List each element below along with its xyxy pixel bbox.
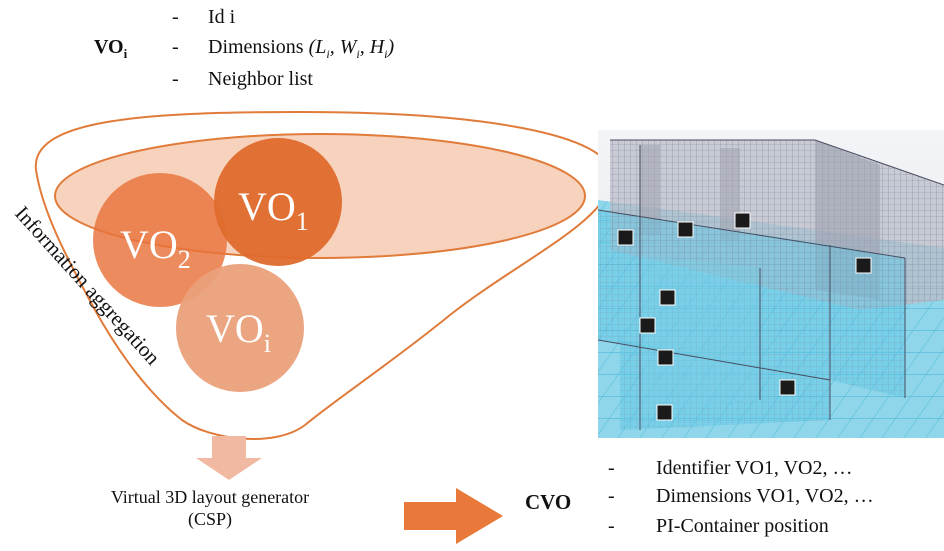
- circle-voi: [176, 264, 304, 392]
- circle-vo1: [214, 138, 342, 266]
- down-arrow: [196, 436, 262, 480]
- circle-vo2-label: VO2: [120, 222, 191, 274]
- circle-vo1-label: VO1: [238, 184, 309, 236]
- generator-title: Virtual 3D layout generator: [110, 487, 310, 507]
- vo-i-label: VOi: [94, 36, 128, 61]
- vo-item-neighbor-list: - Neighbor list: [172, 68, 313, 90]
- funnel-outline: [34, 110, 614, 440]
- vo-attribute-list: - Id i - Dimensions (Li, Wi, Hi) - Neigh…: [172, 6, 502, 98]
- vo-item-id: - Id i: [172, 6, 236, 28]
- generator-subtitle: (CSP): [187, 509, 232, 529]
- circle-voi-label: VOi: [206, 306, 271, 358]
- cvo-item-identifier: - Identifier VO1, VO2, …: [608, 457, 853, 479]
- container-3d-render: [598, 130, 944, 438]
- cvo-item-container-position: - PI-Container position: [608, 515, 829, 537]
- cvo-item-dimensions: - Dimensions VO1, VO2, …: [608, 485, 874, 507]
- circle-vo2: [93, 173, 227, 307]
- cvo-label: CVO: [525, 490, 572, 514]
- cvo-attribute-list: - Identifier VO1, VO2, … - Dimensions VO…: [608, 457, 944, 549]
- right-arrow: [404, 488, 503, 544]
- dimensions-formula: (Li, Wi, Hi): [308, 36, 395, 61]
- vo-item-dimensions: - Dimensions (Li, Wi, Hi): [172, 36, 395, 61]
- funnel: VO2 VO1 VOi Information aggregation: [10, 110, 614, 440]
